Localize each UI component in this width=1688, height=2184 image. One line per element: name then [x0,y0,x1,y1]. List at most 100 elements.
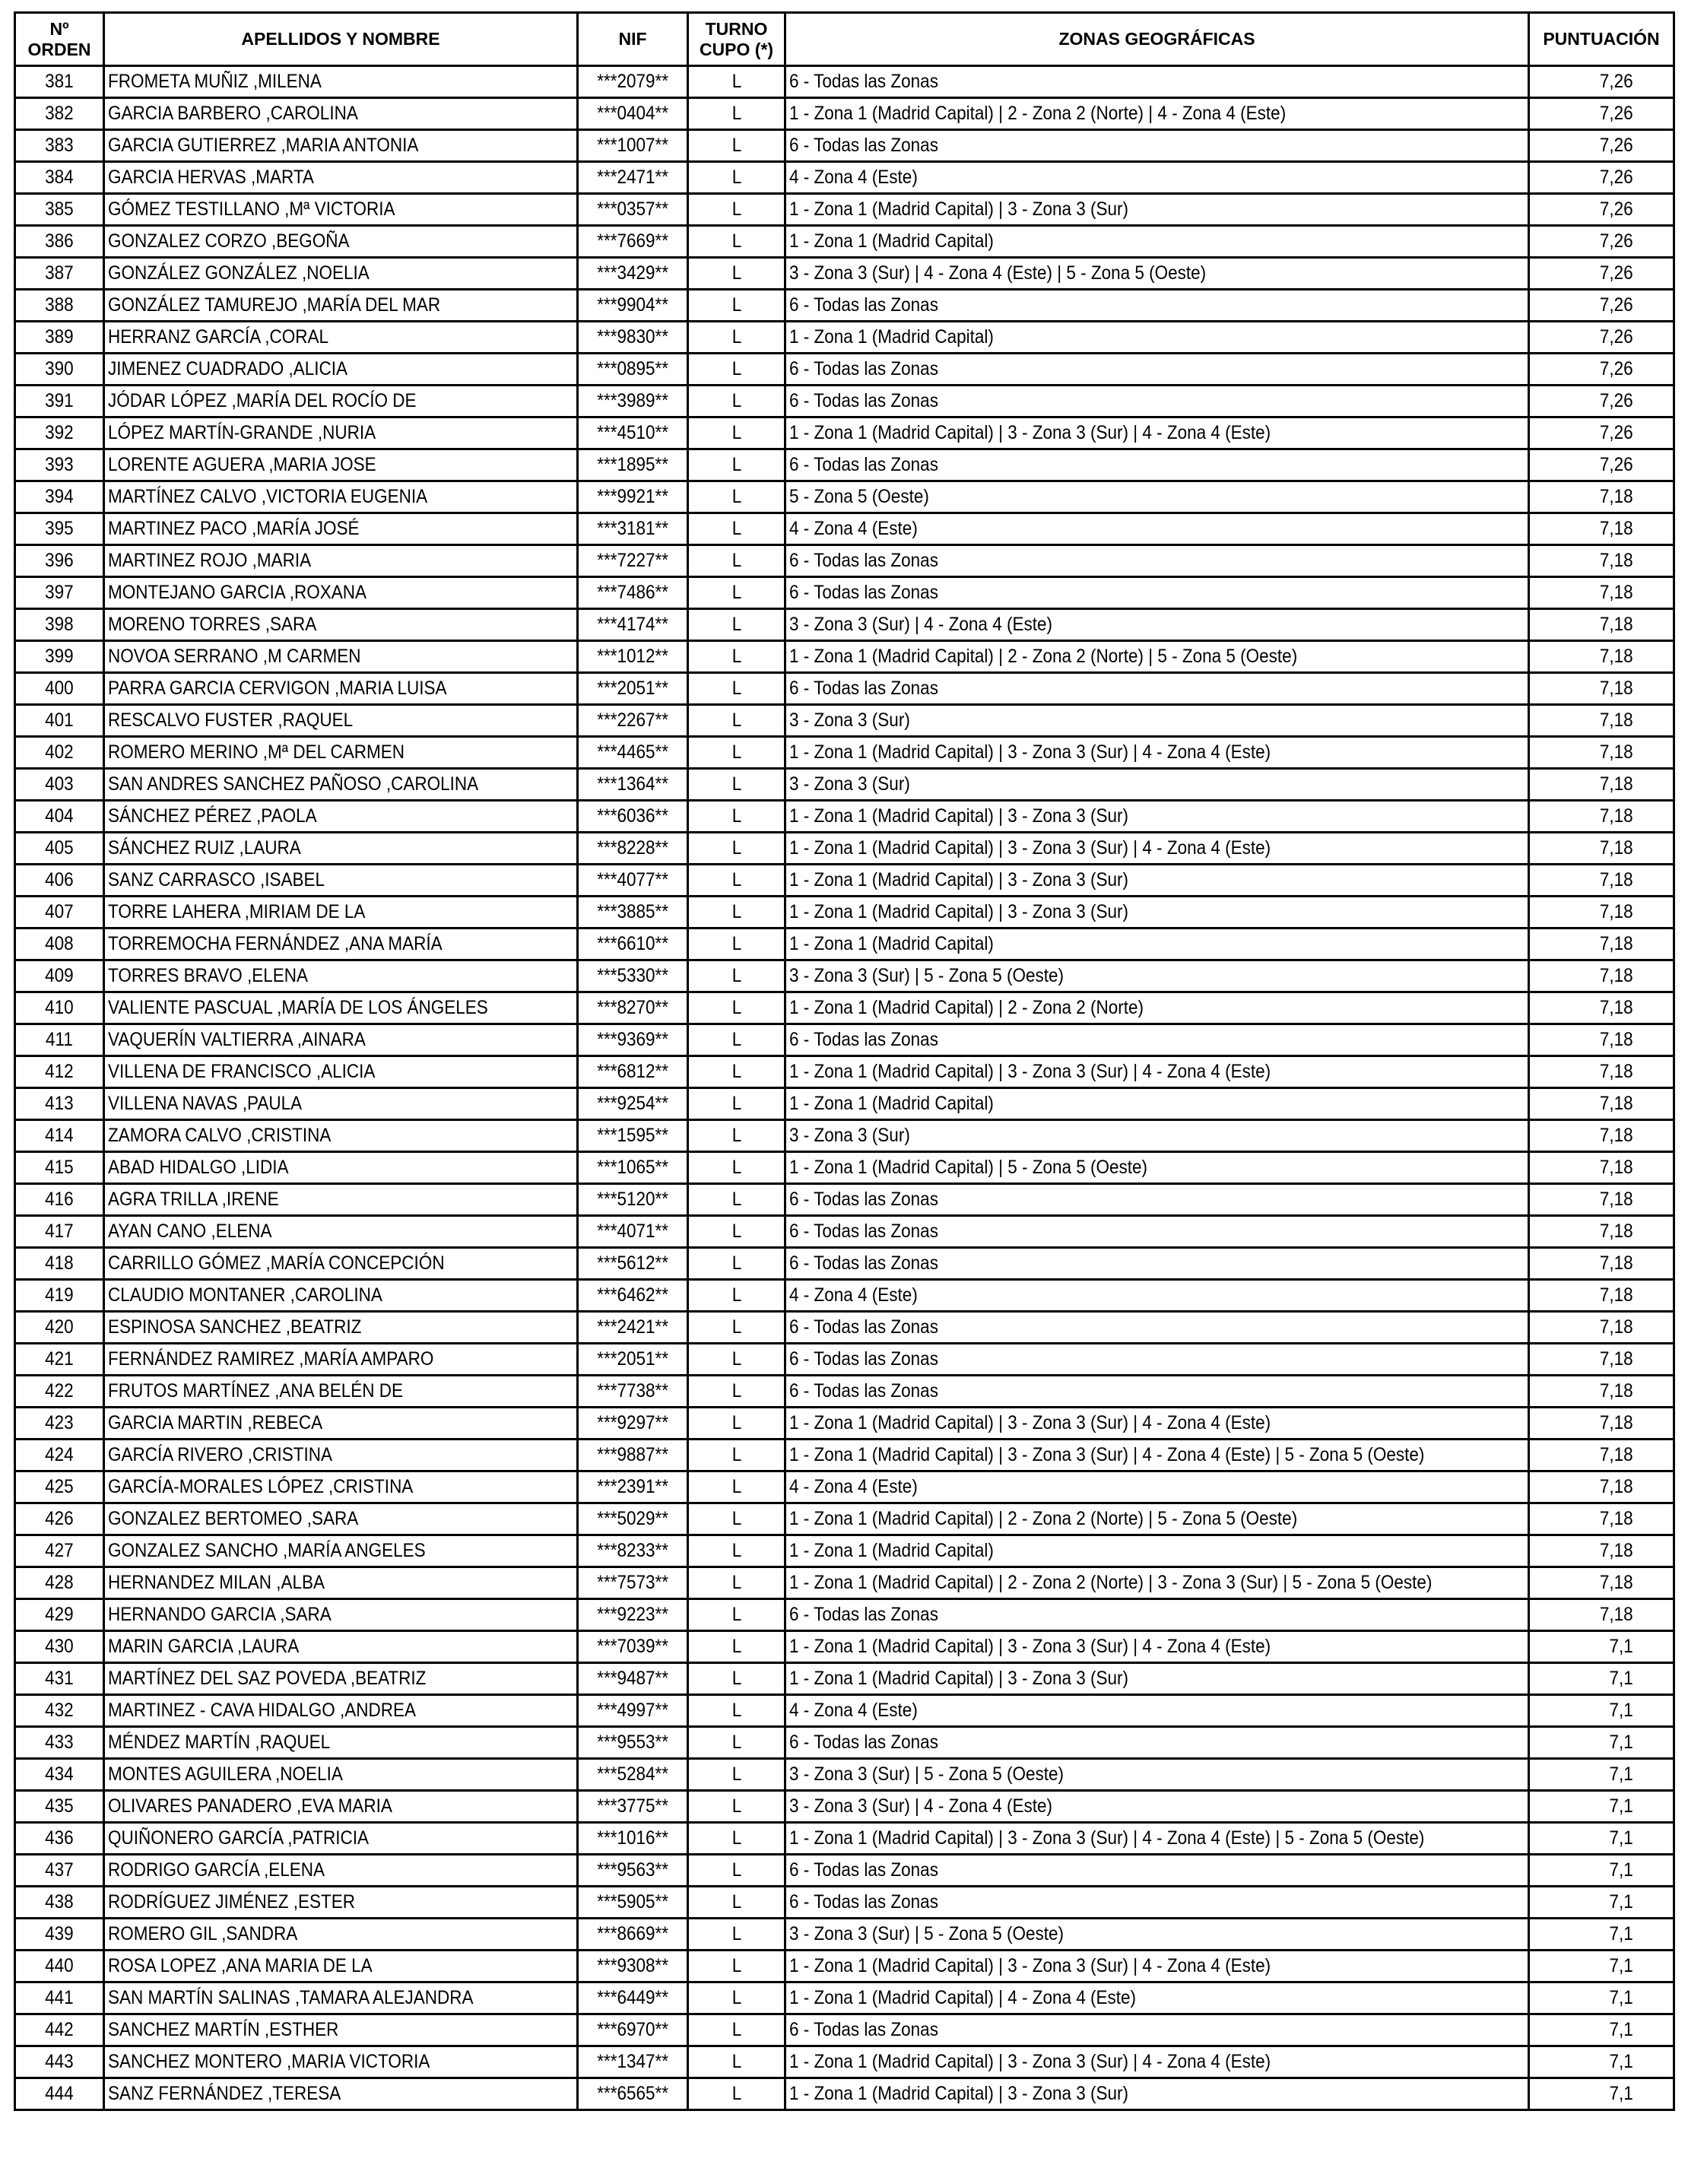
cell-orden: 421 [14,1342,105,1376]
cell-turno-text: L [731,2019,741,2040]
cell-orden: 444 [14,2077,105,2111]
cell-turno: L [687,1885,786,1919]
cell-nombre-text: SANCHEZ MARTÍN ,ESTHER [108,2019,339,2040]
cell-nombre: SÁNCHEZ PÉREZ ,PAOLA [103,799,579,833]
cell-nombre-text: VAQUERÍN VALTIERRA ,AINARA [108,1029,366,1050]
cell-turno: L [687,448,786,482]
cell-puntuacion: 7,18 [1528,1534,1675,1568]
cell-puntuacion-text: 7,1 [1609,1636,1633,1657]
cell-nif: ***7738** [576,1374,689,1408]
cell-nombre-text: MARTÍNEZ DEL SAZ POVEDA ,BEATRIZ [108,1668,427,1689]
table-row: 389 HERRANZ GARCÍA ,CORAL ***9830** L 1 - Zo… [14,320,1675,354]
cell-turno-text: L [731,1125,741,1146]
cell-orden: 436 [14,1821,105,1855]
cell-puntuacion-text: 7,18 [1600,741,1633,763]
cell-orden: 382 [14,97,105,131]
cell-zonas: 3 - Zona 3 (Sur) | 4 - Zona 4 (Este) | 5… [784,256,1530,290]
cell-puntuacion: 7,18 [1528,1598,1675,1632]
cell-turno: L [687,1694,786,1728]
cell-turno: L [687,1598,786,1632]
cell-nombre: MARTÍNEZ DEL SAZ POVEDA ,BEATRIZ [103,1662,579,1696]
cell-nombre: VAQUERÍN VALTIERRA ,AINARA [103,1023,579,1057]
cell-puntuacion: 7,18 [1528,1214,1675,1249]
cell-nombre-text: SANZ CARRASCO ,ISABEL [108,869,325,890]
cell-orden-text: 416 [45,1189,74,1210]
cell-nif: ***3989** [576,384,689,418]
cell-zonas-text: 1 - Zona 1 (Madrid Capital) | 2 - Zona 2… [789,1572,1433,1593]
cell-nombre-text: FROMETA MUÑIZ ,MILENA [108,71,322,92]
cell-nombre: ZAMORA CALVO ,CRISTINA [103,1119,579,1153]
cell-zonas-text: 3 - Zona 3 (Sur) | 4 - Zona 4 (Este) | 5… [789,262,1207,284]
cell-puntuacion: 7,26 [1528,65,1675,99]
cell-orden: 397 [14,576,105,610]
cell-nombre: SAN ANDRES SANCHEZ PAÑOSO ,CAROLINA [103,767,579,802]
cell-puntuacion-text: 7,18 [1600,1348,1633,1370]
header-orden: Nº ORDEN [14,11,105,67]
cell-turno-text: L [731,1732,741,1753]
cell-puntuacion: 7,18 [1528,991,1675,1025]
cell-nif-text: ***5905** [597,1891,668,1913]
cell-turno-text: L [731,1955,741,1976]
cell-orden-text: 386 [45,230,74,252]
cell-orden: 425 [14,1470,105,1504]
cell-nombre: LÓPEZ MARTÍN-GRANDE ,NURIA [103,416,579,450]
cell-nif: ***9830** [576,320,689,354]
header-nif: NIF [576,11,689,67]
cell-puntuacion: 7,18 [1528,1470,1675,1504]
cell-zonas: 6 - Todas las Zonas [784,576,1530,610]
cell-puntuacion-text: 7,18 [1600,1572,1633,1593]
cell-nombre-text: RODRIGO GARCÍA ,ELENA [108,1859,325,1881]
cell-nif: ***3181** [576,512,689,546]
cell-zonas-text: 4 - Zona 4 (Este) [789,518,918,539]
cell-orden: 401 [14,703,105,738]
cell-nif: ***4997** [576,1694,689,1728]
cell-nif: ***8228** [576,831,689,865]
cell-nif: ***9887** [576,1438,689,1472]
cell-orden: 441 [14,1981,105,2015]
cell-turno: L [687,480,786,514]
cell-zonas: 1 - Zona 1 (Madrid Capital) [784,1534,1530,1568]
cell-orden-text: 436 [45,1827,74,1849]
cell-turno: L [687,1470,786,1504]
cell-orden-text: 388 [45,294,74,316]
cell-puntuacion-text: 7,18 [1600,933,1633,954]
table-row: 411 VAQUERÍN VALTIERRA ,AINARA ***9369** L 6… [14,1023,1675,1057]
cell-turno: L [687,1374,786,1408]
table-row: 427 GONZALEZ SANCHO ,MARÍA ANGELES ***8233… [14,1534,1675,1568]
cell-nif: ***9904** [576,288,689,322]
cell-orden: 387 [14,256,105,290]
cell-nif-text: ***7669** [597,230,668,252]
cell-turno: L [687,288,786,322]
cell-turno-text: L [731,1029,741,1050]
cell-nombre: FERNÁNDEZ RAMIREZ ,MARÍA AMPARO [103,1342,579,1376]
cell-nif-text: ***8228** [597,837,668,859]
cell-orden-text: 381 [45,71,74,92]
cell-puntuacion-text: 7,18 [1600,550,1633,571]
cell-nombre: GARCIA HERVAS ,MARTA [103,160,579,195]
table-row: 408 TORREMOCHA FERNÁNDEZ ,ANA MARÍA ***661… [14,927,1675,961]
cell-zonas-text: 1 - Zona 1 (Madrid Capital) | 3 - Zona 3… [789,869,1129,890]
cell-orden-text: 395 [45,518,74,539]
cell-nombre-text: RODRÍGUEZ JIMÉNEZ ,ESTER [108,1891,356,1913]
cell-orden-text: 439 [45,1923,74,1944]
cell-nombre: ROSA LOPEZ ,ANA MARIA DE LA [103,1949,579,1983]
cell-puntuacion-text: 7,18 [1600,1540,1633,1561]
cell-orden: 408 [14,927,105,961]
cell-orden-text: 432 [45,1700,74,1721]
cell-puntuacion: 7,1 [1528,1853,1675,1887]
table-row: 383 GARCIA GUTIERREZ ,MARIA ANTONIA ***100… [14,129,1675,163]
cell-nif: ***3885** [576,895,689,929]
cell-turno-text: L [731,1444,741,1465]
cell-zonas: 1 - Zona 1 (Madrid Capital) | 3 - Zona 3… [784,192,1530,227]
cell-zonas: 1 - Zona 1 (Madrid Capital) | 4 - Zona 4… [784,1981,1530,2015]
cell-nif: ***6812** [576,1055,689,1089]
cell-nif: ***4077** [576,863,689,897]
cell-turno: L [687,1182,786,1217]
cell-nif-text: ***7738** [597,1380,668,1402]
cell-zonas-text: 1 - Zona 1 (Madrid Capital) | 3 - Zona 3… [789,1636,1271,1657]
cell-nif-text: ***0895** [597,358,668,379]
cell-puntuacion-text: 7,26 [1600,135,1633,156]
cell-puntuacion: 7,18 [1528,576,1675,610]
cell-orden-text: 415 [45,1157,74,1178]
cell-orden-text: 427 [45,1540,74,1561]
